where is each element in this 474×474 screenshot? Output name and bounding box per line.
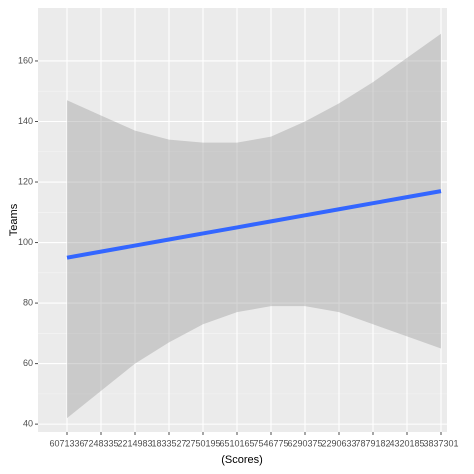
plot-panel [38,8,447,432]
x-tick-label: 6290375 [287,438,322,448]
x-axis-title: (Scores) [221,454,263,466]
x-tick-label: 2214983 [117,438,152,448]
x-tick-label: 3837301 [423,438,458,448]
y-tick-label: 40 [23,419,33,429]
y-tick-label: 80 [23,297,33,307]
y-tick-label: 100 [18,237,33,247]
x-tick-label: 7248335 [83,438,118,448]
fit-line [66,189,442,260]
y-tick-label: 60 [23,358,33,368]
x-tick-label: 2290633 [321,438,356,448]
y-axis-title: Teams [8,203,20,236]
x-tick-label: 6071336 [49,438,84,448]
y-tick-label: 140 [18,116,33,126]
x-tick-label: 1833527 [151,438,186,448]
x-tick-label: 7546775 [253,438,288,448]
x-tick-label: 7879182 [355,438,390,448]
y-tick-label: 120 [18,176,33,186]
x-tick-label: 6510165 [219,438,254,448]
x-tick-label: 4320185 [389,438,424,448]
y-tick-label: 160 [18,55,33,65]
x-tick-label: 2750195 [185,438,220,448]
